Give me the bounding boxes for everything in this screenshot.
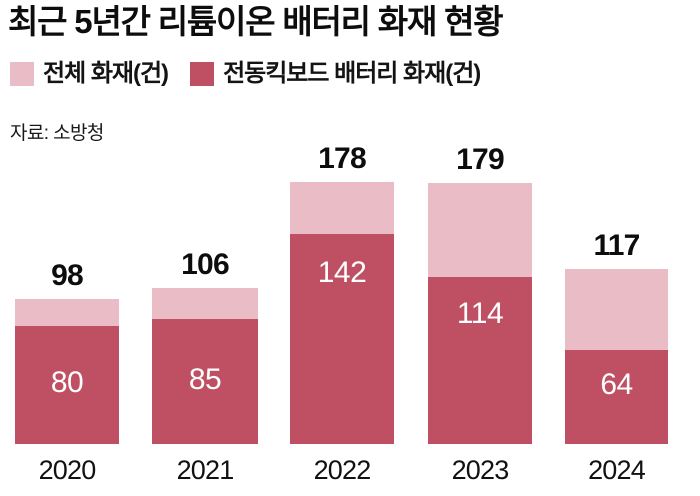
bar-segment-scooter-2022: 142: [290, 234, 394, 444]
x-axis-label-2021: 2021: [176, 455, 235, 485]
bar-total-label-2021: 106: [181, 248, 229, 281]
bar-segment-scooter-2021: 85: [152, 319, 258, 444]
bar-value-label-2024: 64: [600, 368, 633, 401]
legend-label-scooter-battery-fires: 전동킥보드 배터리 화재(건): [223, 60, 481, 87]
bar-value-label-2021: 85: [188, 362, 222, 396]
legend-label-total-fires: 전체 화재(건): [43, 60, 169, 87]
x-axis-label-2022: 2022: [313, 455, 372, 485]
bar-total-label-2023: 179: [456, 143, 504, 176]
bar-group-2023: 179 114 2023: [428, 145, 532, 484]
bar-stack-2021: 85: [152, 288, 258, 444]
x-axis-label-2020: 2020: [38, 455, 97, 485]
bar-total-label-2024: 117: [593, 229, 641, 262]
bar-segment-total-2023: [428, 183, 532, 277]
bar-value-label-2023: 114: [456, 297, 504, 330]
bar-value-label-2020: 80: [50, 366, 84, 399]
bar-stack-2024: 64: [565, 269, 668, 444]
page-title: 최근 5년간 리튬이온 배터리 화재 현황: [8, 3, 504, 40]
bar-stack-2022: 142: [290, 182, 394, 444]
bar-total-label-2022: 178: [318, 142, 366, 175]
legend-swatch-dark-pink-square-icon: [190, 62, 215, 86]
x-axis-label-2023: 2023: [451, 455, 510, 485]
bar-segment-total-2021: [152, 288, 258, 319]
bar-segment-total-2020: [15, 299, 119, 326]
bar-group-2020: 98 80 2020: [15, 261, 119, 484]
bar-segment-scooter-2024: 64: [565, 350, 668, 444]
bar-segment-scooter-2020: 80: [15, 326, 119, 444]
bar-segment-total-2022: [290, 182, 394, 234]
bar-group-2024: 117 64 2024: [565, 231, 668, 484]
x-axis-label-2024: 2024: [588, 455, 646, 485]
legend-swatch-light-pink-square-icon: [10, 62, 34, 86]
bar-stack-2023: 114: [428, 183, 532, 444]
bar-value-label-2022: 142: [317, 256, 367, 289]
bar-segment-scooter-2023: 114: [428, 277, 532, 444]
legend-item-scooter-battery-fires: 전동킥보드 배터리 화재(건): [190, 60, 481, 87]
legend-item-total-fires: 전체 화재(건): [10, 60, 169, 87]
bar-stack-2020: 80: [15, 299, 119, 444]
bar-segment-total-2024: [565, 269, 668, 350]
bar-total-label-2020: 98: [51, 259, 84, 292]
bar-group-2021: 106 85 2021: [152, 250, 258, 484]
bar-group-2022: 178 142 2022: [290, 144, 394, 484]
source-note: 자료: 소방청: [10, 123, 104, 144]
chart-legend: 전체 화재(건) 전동킥보드 배터리 화재(건): [10, 60, 481, 87]
